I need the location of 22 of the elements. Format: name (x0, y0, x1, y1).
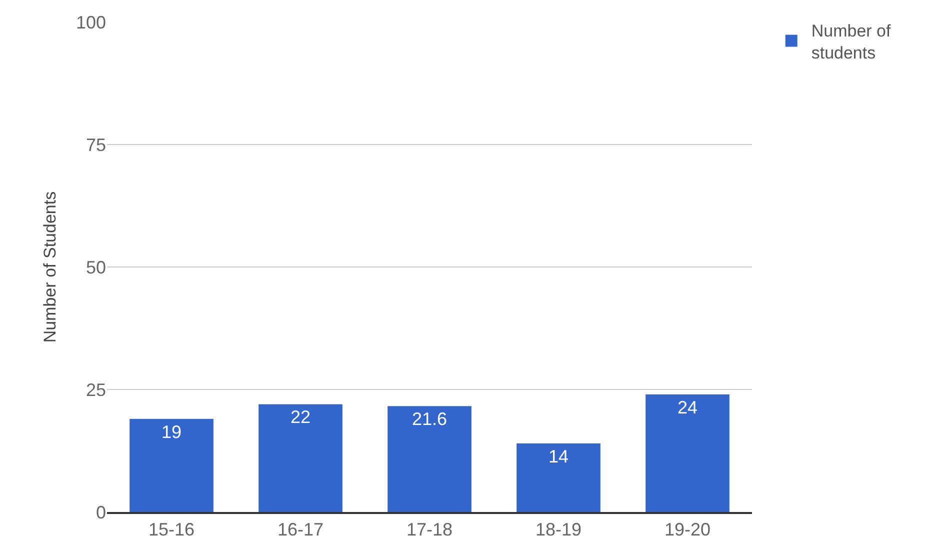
x-tick-label: 17-18 (406, 519, 453, 540)
y-tick-label: 75 (86, 134, 106, 155)
x-tick-label: 16-17 (277, 519, 324, 540)
y-tick-label: 0 (96, 502, 106, 522)
y-tick-label: 100 (76, 12, 106, 32)
bar (388, 406, 472, 512)
y-tick-label: 50 (86, 257, 106, 278)
data-label: 19 (161, 422, 182, 442)
data-label: 24 (677, 397, 698, 418)
bar (516, 443, 600, 512)
data-label: 22 (290, 407, 311, 428)
y-axis-title: Number of Students (40, 191, 60, 343)
x-tick-label: 18-19 (535, 519, 582, 540)
x-tick-label: 19-20 (664, 519, 711, 540)
data-label: 14 (548, 446, 569, 466)
y-tick-label: 25 (86, 380, 106, 400)
data-label: 21.6 (412, 409, 448, 430)
bar (646, 394, 730, 512)
legend-label: Number of students (811, 21, 891, 62)
bar (130, 418, 214, 512)
bar (258, 404, 342, 512)
x-tick-label: 15-16 (148, 519, 195, 540)
